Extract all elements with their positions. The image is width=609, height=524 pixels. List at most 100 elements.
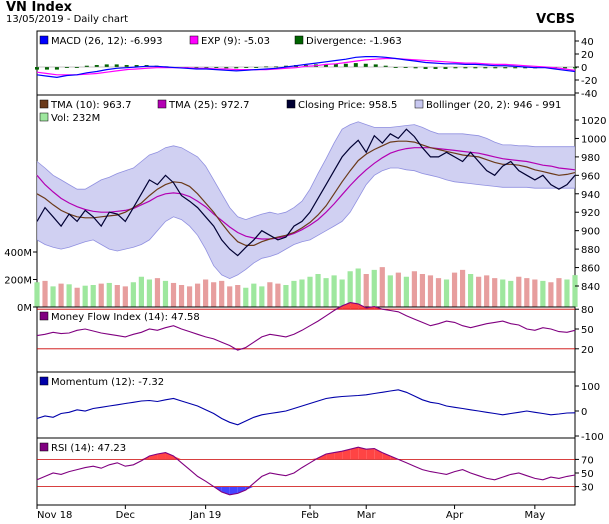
volume-bar [395, 272, 401, 307]
exp-line [36, 57, 576, 76]
divergence-bar [94, 65, 99, 67]
legend-label: Money Flow Index (14): 47.58 [51, 312, 200, 323]
legend-swatch [189, 35, 199, 45]
volume-bar [154, 278, 161, 307]
volume-bar [283, 285, 289, 307]
mfi-line [36, 302, 576, 351]
divergence-bar [35, 67, 39, 70]
volume-bar [122, 286, 128, 307]
volume-bar [524, 278, 530, 307]
rsi-overbought-area [350, 447, 359, 460]
mfi-axis-tick-label: 20 [581, 345, 594, 356]
divergence-bar [453, 67, 458, 69]
legend-label: Momentum (12): -7.32 [51, 377, 164, 388]
volume-axis-tick-label: 200M [4, 276, 32, 287]
legend-swatch [157, 99, 167, 109]
divergence-bar [393, 67, 398, 68]
volume-bar [66, 284, 72, 307]
divergence-bar [64, 67, 69, 68]
legend-label: TMA (25): 972.7 [168, 100, 249, 111]
divergence-bar [353, 63, 358, 67]
volume-bar [315, 274, 321, 307]
divergence-bar [44, 67, 49, 70]
volume-bar [572, 275, 578, 307]
x-axis-tick-label: Mar [357, 510, 377, 521]
divergence-bar [84, 65, 89, 67]
bollinger-band [37, 121, 575, 279]
mfi-axis-tick-label: 50 [581, 325, 594, 336]
volume-bar [355, 268, 361, 307]
legend-label: EXP (9): -5.03 [201, 36, 270, 47]
volume-bar [548, 282, 554, 307]
volume-bar [307, 276, 313, 307]
divergence-bar [513, 67, 518, 69]
divergence-bar [503, 67, 508, 69]
price-axis-tick-label: 880 [581, 245, 600, 256]
mfi-axis-tick-label: 80 [581, 305, 594, 316]
divergence-bar [483, 67, 488, 69]
volume-bar [435, 278, 442, 307]
bollinger-lower [36, 167, 575, 280]
rsi-overbought-area [358, 447, 367, 460]
bollinger-upper [36, 121, 575, 221]
volume-bar [451, 272, 458, 307]
legend-label: Vol: 232M [51, 113, 100, 124]
macd-panel [36, 30, 576, 96]
volume-bar [74, 287, 80, 307]
legend-label: Closing Price: 958.5 [298, 100, 397, 111]
divergence-bar [333, 63, 338, 67]
divergence-bar [214, 67, 219, 68]
divergence-bar [493, 67, 498, 69]
macd-axis-tick-label: -40 [581, 89, 597, 100]
price-axis-tick-label: 980 [581, 153, 600, 164]
volume-bar [275, 283, 281, 307]
price-axis-tick-label: 840 [581, 282, 600, 293]
legend-label: MACD (26, 12): -6.993 [51, 36, 163, 47]
x-axis-tick-label: Jan 19 [189, 510, 221, 521]
momentum-line [36, 389, 576, 426]
rsi-oversold-area [229, 486, 238, 495]
legend-swatch [39, 376, 49, 386]
volume-bar [371, 269, 377, 307]
divergence-bar [124, 65, 129, 67]
volume-bar [363, 274, 369, 307]
momentum-axis-tick-label: 0 [581, 407, 587, 418]
volume-bar [259, 286, 265, 307]
volume-bar [419, 274, 426, 307]
tma25-line [36, 147, 576, 240]
divergence-bar [563, 67, 568, 69]
tma10-line [36, 140, 576, 246]
price-axis-tick-label: 1000 [581, 134, 606, 145]
divergence-bar [134, 65, 139, 67]
legend-swatch [294, 35, 304, 45]
divergence-bar [323, 64, 328, 67]
price-axis-tick-label: 900 [581, 227, 600, 238]
volume-bar [339, 279, 345, 307]
volume-bar [459, 269, 466, 307]
divergence-bar [284, 65, 289, 67]
divergence-bar [204, 67, 209, 68]
x-axis-tick-label: Feb [301, 510, 319, 521]
macd-axis-tick-label: -20 [581, 76, 597, 87]
macd-axis-tick-label: 0 [581, 63, 587, 74]
volume-bar [243, 287, 249, 307]
volume-bar [162, 280, 169, 307]
rsi-axis-tick-label: 50 [581, 469, 594, 480]
volume-bar [235, 285, 241, 307]
divergence-bar [573, 67, 577, 69]
volume-axis-tick-label: 400M [4, 248, 32, 259]
volume-bar [508, 280, 514, 307]
mfi-panel [36, 306, 576, 373]
divergence-bar [254, 67, 259, 68]
volume-bar [331, 275, 337, 307]
rsi-overbought-area [173, 456, 182, 460]
volume-bar [564, 279, 570, 307]
legend-swatch [39, 35, 49, 45]
volume-bar [227, 286, 233, 307]
volume-axis-tick-label: 0M [17, 303, 32, 314]
volume-bar [500, 279, 506, 307]
legend-swatch [414, 99, 424, 109]
legend-swatch [286, 99, 296, 109]
volume-bar [516, 276, 522, 307]
